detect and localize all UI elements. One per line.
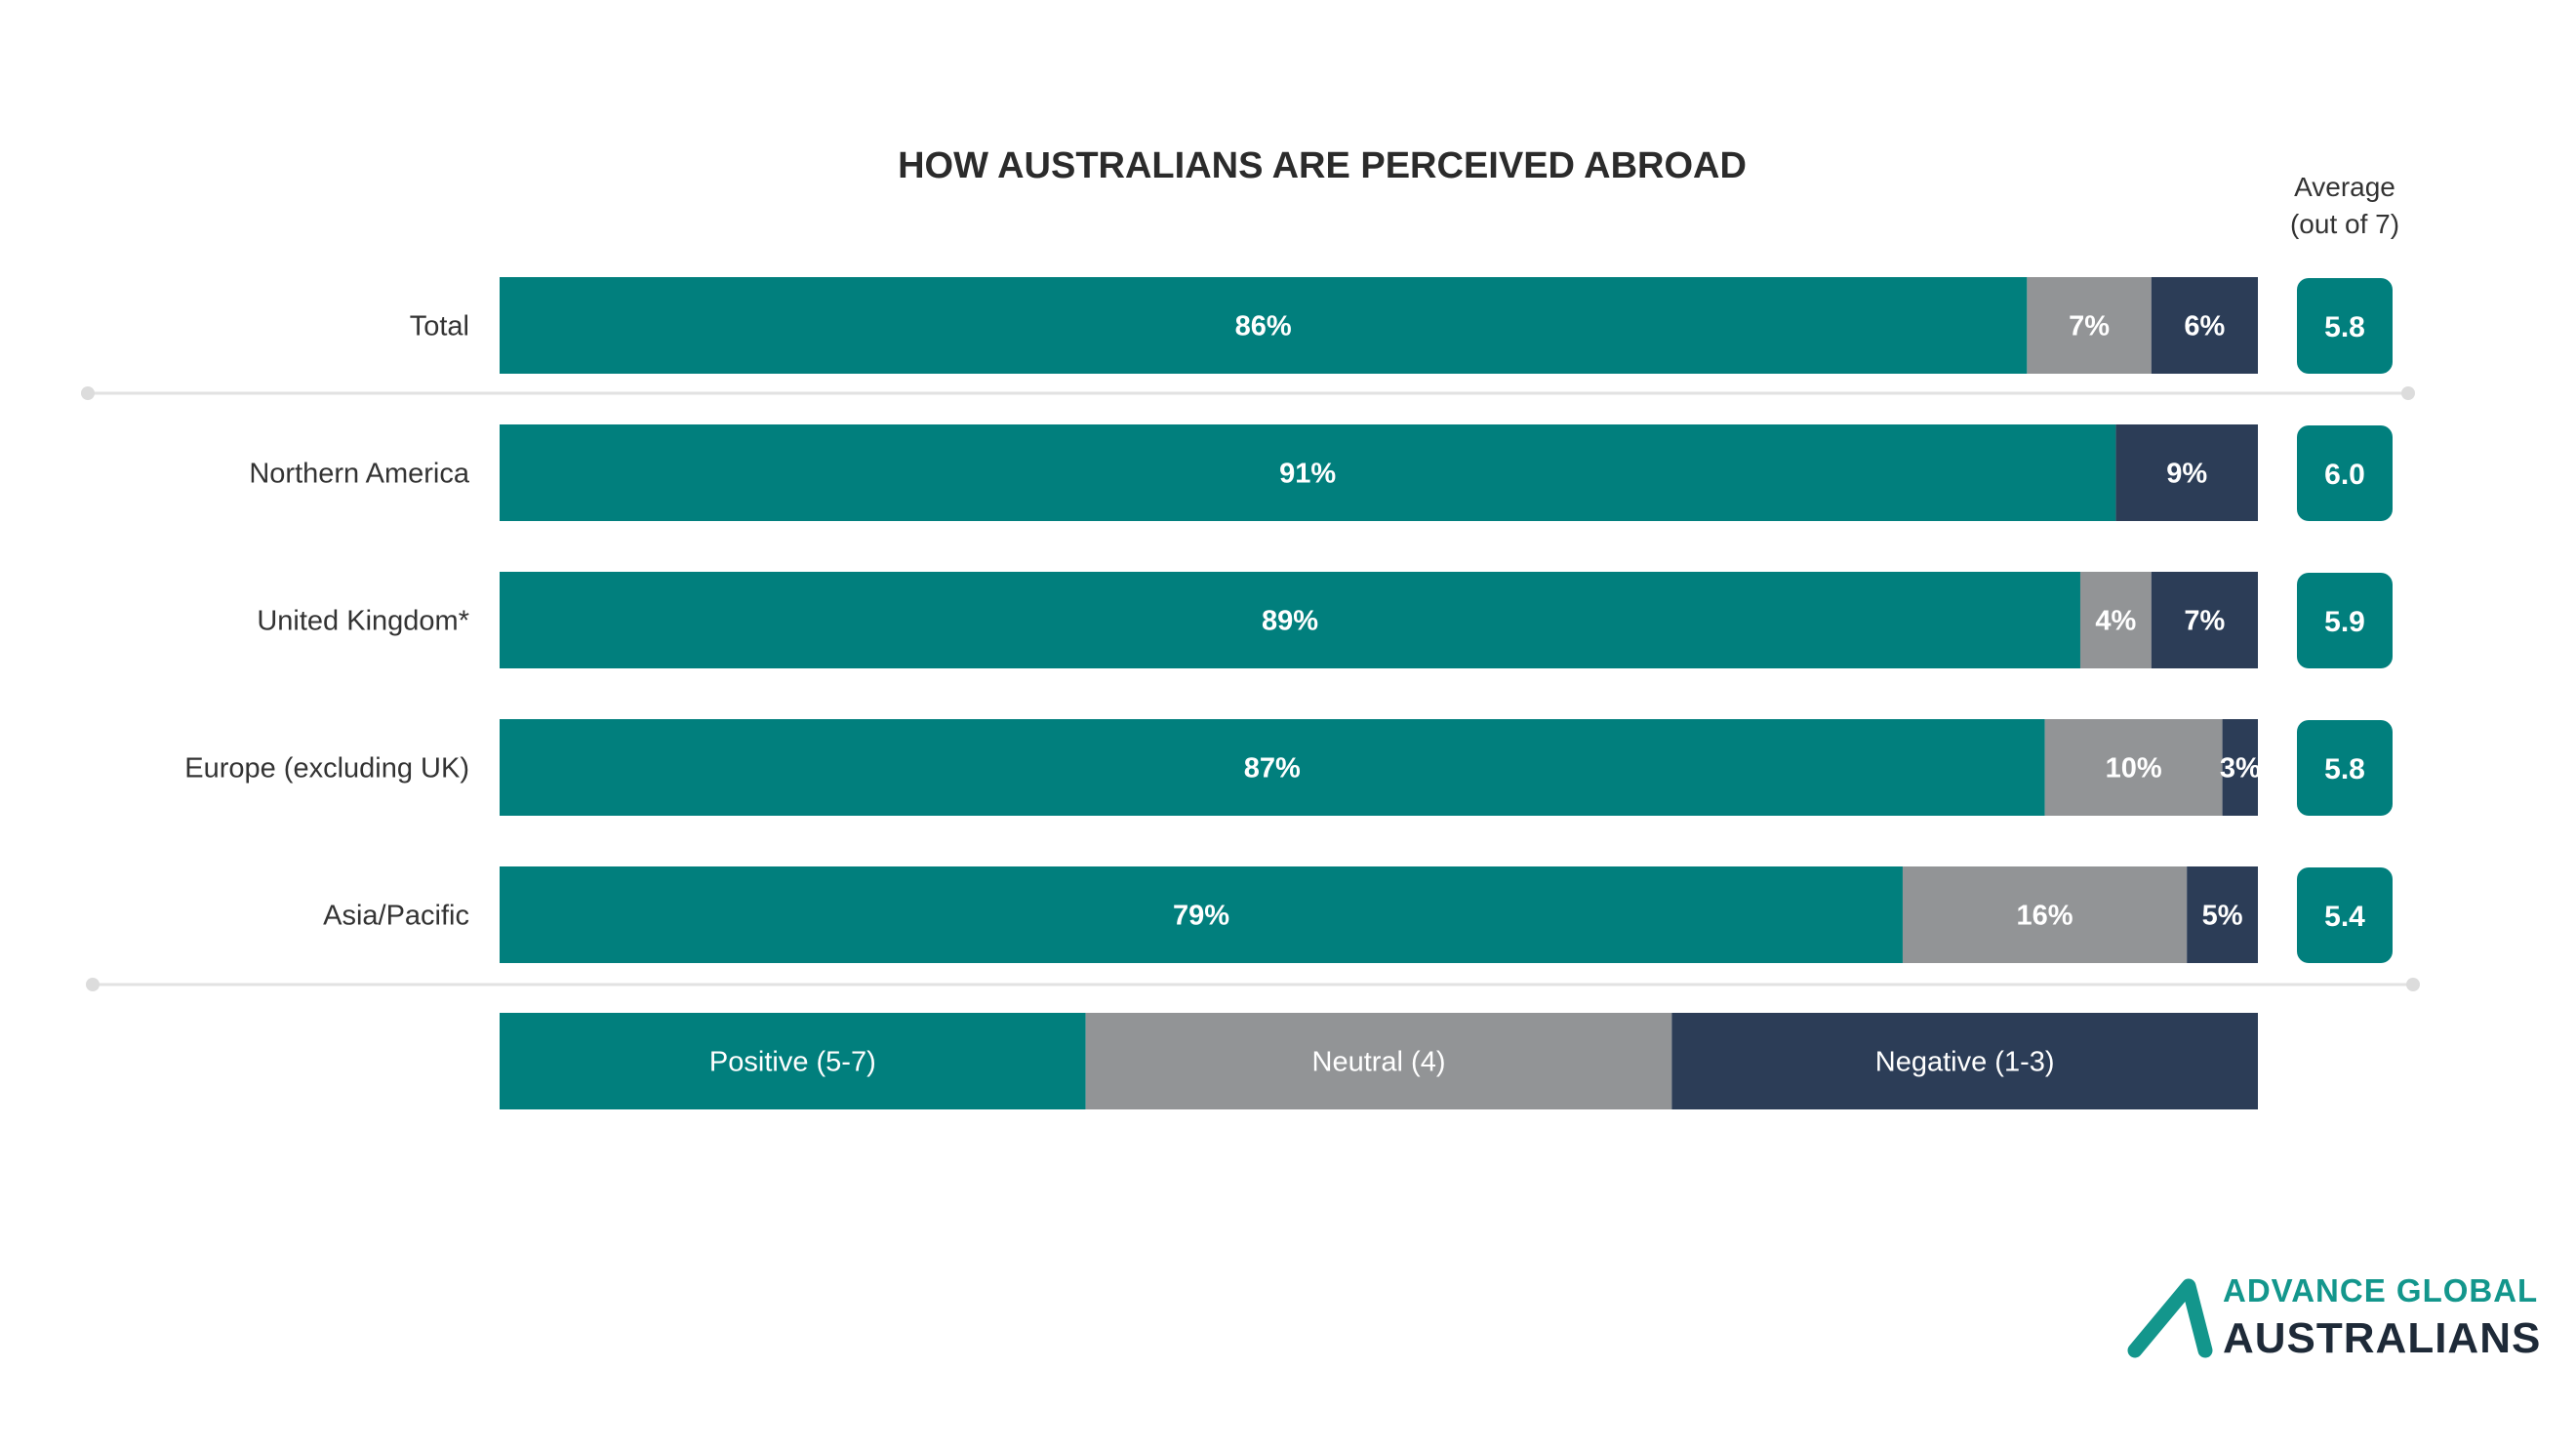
bar-segment-asia-pacific-2: [2187, 866, 2258, 963]
category-label-northern-america: Northern America: [249, 459, 470, 490]
bar-segment-united-kingdom-0: [500, 572, 2080, 668]
average-badge-total: [2297, 278, 2393, 374]
legend-swatch-0: [500, 1013, 1086, 1109]
category-label-total: Total: [410, 311, 469, 342]
category-label-asia-pacific: Asia/Pacific: [323, 901, 469, 932]
bar-segment-asia-pacific-0: [500, 866, 1903, 963]
average-value-europe-excluding-uk: 5.8: [2324, 753, 2365, 785]
logo-line1: ADVANCE GLOBAL: [2223, 1272, 2538, 1308]
bar-segment-europe-excluding-uk-0: [500, 719, 2045, 816]
data-label-total-0: 86%: [1235, 311, 1292, 342]
logo-mark-icon: [2127, 1278, 2213, 1358]
bar-segment-united-kingdom-1: [2079, 572, 2152, 668]
separator-bottom: [86, 978, 2420, 991]
data-label-united-kingdom-0: 89%: [1262, 606, 1318, 637]
data-label-asia-pacific-1: 16%: [2017, 901, 2073, 932]
data-label-united-kingdom-2: 7%: [2184, 606, 2225, 637]
data-label-united-kingdom-1: 4%: [2095, 606, 2136, 637]
average-header-line2: (out of 7): [2290, 209, 2399, 239]
average-badge-europe-excluding-uk: [2297, 720, 2393, 816]
average-badges: 5.8 6.0 5.9 5.8 5.4: [2297, 278, 2393, 963]
bar-segment-total-1: [2027, 277, 2152, 374]
bar-segment-total-2: [2151, 277, 2258, 374]
bar-segment-asia-pacific-1: [1902, 866, 2188, 963]
data-label-northern-america-2: 9%: [2166, 459, 2207, 490]
data-label-total-1: 7%: [2069, 311, 2110, 342]
data-label-europe-excluding-uk-1: 10%: [2106, 753, 2162, 785]
bar-segment-northern-america-0: [500, 424, 2116, 521]
bar-segment-total-0: [500, 277, 2028, 374]
legend-label-2: Negative (1-3): [1875, 1047, 2055, 1078]
average-badge-northern-america: [2297, 425, 2393, 521]
bar-segment-united-kingdom-2: [2151, 572, 2258, 668]
data-label-northern-america-0: 91%: [1279, 459, 1336, 490]
legend-swatch-2: [1671, 1013, 2258, 1109]
data-label-europe-excluding-uk-2: 3%: [2220, 753, 2261, 785]
average-value-asia-pacific: 5.4: [2324, 901, 2365, 933]
category-label-europe-excluding-uk: Europe (excluding UK): [184, 753, 469, 785]
chart-title: HOW AUSTRALIANS ARE PERCEIVED ABROAD: [898, 145, 1747, 186]
legend-swatch-1: [1085, 1013, 1672, 1109]
separator-top: [81, 386, 2415, 400]
category-label-united-kingdom: United Kingdom*: [257, 606, 469, 637]
category-labels: Total Northern America United Kingdom* Euro…: [184, 311, 470, 932]
bar-segment-europe-excluding-uk-1: [2044, 719, 2223, 816]
legend-label-1: Neutral (4): [1312, 1047, 1446, 1078]
data-label-asia-pacific-0: 79%: [1173, 901, 1229, 932]
bar-segment-europe-excluding-uk-2: [2222, 719, 2258, 816]
average-badge-united-kingdom: [2297, 573, 2393, 668]
legend: Positive (5-7) Neutral (4) Negative (1-3): [500, 1013, 2258, 1109]
data-label-total-2: 6%: [2184, 311, 2225, 342]
average-value-united-kingdom: 5.9: [2324, 606, 2365, 638]
legend-label-0: Positive (5-7): [709, 1047, 876, 1078]
average-header-line1: Average: [2294, 172, 2395, 202]
average-value-total: 5.8: [2324, 311, 2365, 343]
advance-global-australians-logo: ADVANCE GLOBAL AUSTRALIANS: [2127, 1272, 2541, 1362]
bar-segment-northern-america-2: [2115, 424, 2258, 521]
average-value-northern-america: 6.0: [2324, 459, 2365, 491]
average-badge-asia-pacific: [2297, 867, 2393, 963]
bars: 86% 7% 6% 91% 9% 89% 4% 7% 87% 10% 3% 79% 16% 5%: [500, 277, 2261, 963]
data-label-asia-pacific-2: 5%: [2202, 901, 2243, 932]
logo-line2: AUSTRALIANS: [2223, 1314, 2541, 1362]
data-label-europe-excluding-uk-0: 87%: [1244, 753, 1301, 785]
